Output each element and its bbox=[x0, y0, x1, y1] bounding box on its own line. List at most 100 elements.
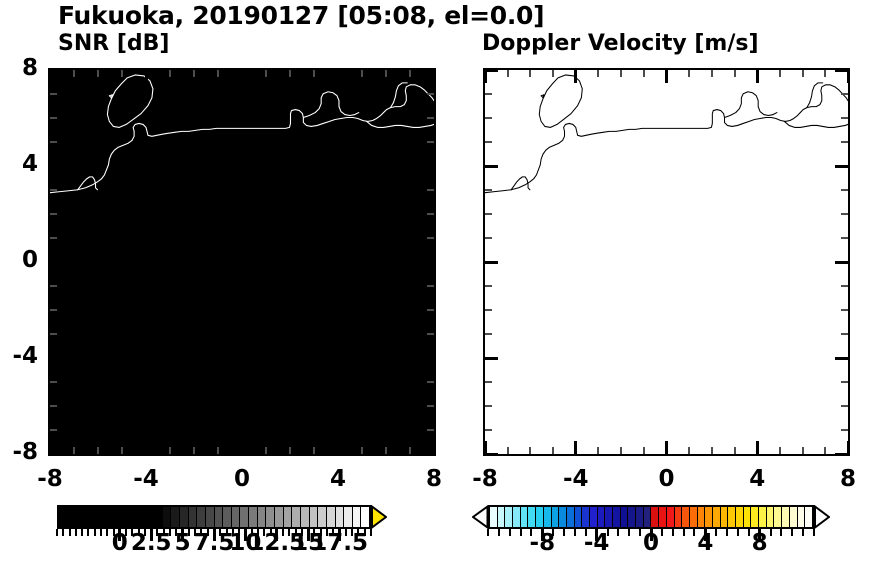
xtick-label-snr-3: 4 bbox=[329, 466, 346, 492]
ytick-right-minor-doppler-1 bbox=[841, 93, 848, 95]
snr-colorbar-minor-tick bbox=[156, 529, 159, 536]
ytick-right-minor-doppler-13 bbox=[841, 381, 848, 383]
snr-colorbar-major-tick bbox=[338, 529, 342, 541]
ytick-right-minor-doppler-5 bbox=[841, 189, 848, 191]
ytick-right-minor-snr-11 bbox=[427, 333, 434, 335]
snr-colorbar-swatch bbox=[162, 507, 172, 527]
xtick-bottom-minor-snr-14 bbox=[385, 447, 387, 454]
ytick-right-minor-doppler-7 bbox=[841, 237, 848, 239]
doppler-colorbar-ticks bbox=[472, 529, 830, 541]
ytick-major-doppler-0 bbox=[485, 68, 498, 72]
plot-area-snr bbox=[50, 70, 434, 454]
xtick-minor-snr-13 bbox=[361, 70, 363, 77]
snr-colorbar-swatch bbox=[240, 507, 250, 527]
snr-colorbar-swatch bbox=[283, 507, 293, 527]
snr-colorbar-minor-tick bbox=[81, 529, 84, 536]
doppler-colorbar-extend-max-arrow bbox=[814, 505, 830, 529]
panel-subtitle-doppler: Doppler Velocity [m/s] bbox=[482, 31, 759, 56]
snr-colorbar-minor-tick bbox=[106, 529, 109, 536]
snr-colorbar-swatch bbox=[326, 507, 336, 527]
xtick-bottom-minor-doppler-1 bbox=[506, 447, 509, 454]
snr-colorbar-major-tick bbox=[275, 529, 279, 541]
snr-colorbar-swatch bbox=[76, 507, 85, 527]
ytick-right-major-doppler-12 bbox=[835, 356, 848, 360]
doppler-colorbar[interactable] bbox=[472, 505, 830, 541]
ytick-major-doppler-16 bbox=[485, 452, 498, 456]
plot-panel-snr[interactable] bbox=[48, 68, 436, 456]
ytick-right-major-doppler-4 bbox=[835, 164, 848, 168]
doppler-colorbar-gradient bbox=[488, 505, 814, 529]
doppler-colorbar-minor-tick bbox=[563, 529, 566, 536]
ytick-right-minor-doppler-6 bbox=[841, 213, 848, 215]
ytick-minor-doppler-5 bbox=[485, 189, 492, 191]
doppler-colorbar-minor-tick bbox=[747, 529, 750, 536]
snr-colorbar-tick-label-3: 7.5 bbox=[193, 530, 235, 556]
ytick-label-snr-3: -4 bbox=[12, 343, 38, 369]
doppler-colorbar-major-tick bbox=[703, 529, 707, 541]
ytick-label-snr-2: 0 bbox=[21, 247, 38, 273]
plot-panel-doppler[interactable] bbox=[483, 68, 850, 456]
ytick-minor-snr-14 bbox=[50, 405, 57, 407]
snr-colorbar-swatch bbox=[119, 507, 129, 527]
snr-colorbar-minor-tick bbox=[74, 529, 77, 536]
snr-colorbar-minor-tick bbox=[256, 529, 259, 536]
doppler-colorbar-minor-tick bbox=[530, 529, 533, 536]
snr-colorbar-major-tick bbox=[181, 529, 185, 541]
ytick-minor-snr-3 bbox=[50, 141, 57, 143]
snr-colorbar-swatch bbox=[136, 507, 146, 527]
snr-colorbar-swatch bbox=[318, 507, 327, 527]
xtick-bottom-minor-doppler-11 bbox=[733, 447, 736, 454]
doppler-colorbar-swatch bbox=[782, 507, 790, 527]
doppler-colorbar-minor-tick bbox=[508, 529, 511, 536]
xtick-bottom-major-doppler-16 bbox=[846, 441, 850, 454]
doppler-colorbar-swatch bbox=[689, 507, 698, 527]
ytick-right-major-doppler-0 bbox=[835, 68, 848, 72]
xtick-minor-snr-5 bbox=[169, 70, 171, 77]
doppler-colorbar-swatch bbox=[666, 507, 675, 527]
doppler-colorbar-minor-tick bbox=[802, 529, 805, 536]
snr-colorbar-major-tick bbox=[118, 529, 122, 541]
xtick-bottom-major-snr-4 bbox=[144, 441, 148, 454]
snr-colorbar-tick-label-6: 15 bbox=[292, 530, 325, 556]
ytick-label-snr-0: 8 bbox=[21, 55, 38, 81]
doppler-colorbar-minor-tick bbox=[660, 529, 663, 536]
ytick-right-minor-snr-2 bbox=[427, 117, 434, 119]
panel-subtitle-snr: SNR [dB] bbox=[58, 31, 170, 56]
xtick-minor-doppler-14 bbox=[801, 70, 804, 77]
ytick-minor-snr-15 bbox=[50, 429, 57, 431]
doppler-colorbar-minor-tick bbox=[497, 529, 500, 536]
doppler-colorbar-swatch bbox=[759, 507, 767, 527]
doppler-colorbar-swatch bbox=[520, 507, 529, 527]
ytick-minor-snr-6 bbox=[50, 213, 57, 215]
xtick-minor-doppler-13 bbox=[778, 70, 781, 77]
xtick-minor-doppler-2 bbox=[529, 70, 532, 77]
xtick-major-snr-0 bbox=[48, 70, 52, 83]
snr-colorbar-minor-tick bbox=[162, 529, 165, 536]
snr-colorbar-minor-tick bbox=[238, 529, 241, 536]
doppler-colorbar-tick-label-0: -8 bbox=[529, 530, 556, 556]
snr-colorbar-swatch bbox=[361, 507, 370, 527]
xtick-major-snr-16 bbox=[432, 70, 436, 83]
ytick-major-snr-12 bbox=[50, 356, 63, 360]
doppler-colorbar-swatch bbox=[728, 507, 736, 527]
doppler-colorbar-swatch bbox=[497, 507, 506, 527]
xtick-label-snr-2: 0 bbox=[233, 466, 250, 492]
xtick-bottom-minor-doppler-13 bbox=[778, 447, 781, 454]
snr-colorbar[interactable] bbox=[56, 505, 387, 541]
coastline-overlay-doppler bbox=[485, 74, 848, 194]
ytick-right-minor-doppler-15 bbox=[841, 429, 848, 431]
xtick-bottom-minor-snr-6 bbox=[193, 447, 195, 454]
ytick-right-major-snr-0 bbox=[421, 68, 434, 72]
ytick-minor-snr-9 bbox=[50, 285, 57, 287]
snr-colorbar-ticks bbox=[56, 529, 387, 541]
snr-colorbar-minor-tick bbox=[131, 529, 134, 536]
snr-colorbar-swatch bbox=[266, 507, 276, 527]
ytick-right-major-snr-16 bbox=[421, 452, 434, 456]
doppler-colorbar-swatch bbox=[797, 507, 806, 527]
doppler-colorbar-swatch bbox=[659, 507, 667, 527]
snr-colorbar-minor-tick bbox=[206, 529, 209, 536]
doppler-colorbar-tick-label-3: 4 bbox=[697, 530, 714, 556]
xtick-bottom-minor-doppler-5 bbox=[597, 447, 600, 454]
xtick-label-doppler-4: 8 bbox=[839, 466, 856, 492]
